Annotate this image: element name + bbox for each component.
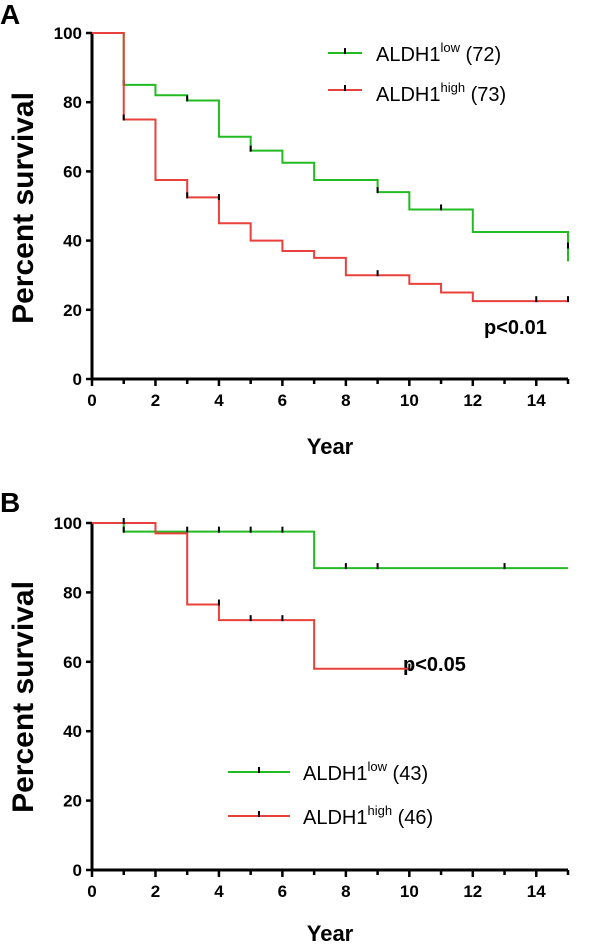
y-tick-label: 0	[73, 370, 82, 389]
legend-b: ALDH1low (43) ALDH1high (46)	[228, 759, 433, 829]
x-axis-title-b: Year	[307, 921, 354, 946]
y-tick-label: 40	[63, 722, 82, 741]
x-tick-label: 12	[463, 391, 482, 410]
y-axis-title-b: Percent survival	[7, 581, 40, 813]
x-tick-label: 6	[278, 391, 287, 410]
legend-label-low: ALDH1low (72)	[376, 40, 501, 66]
y-tick-label: 60	[63, 653, 82, 672]
y-tick-label: 40	[63, 232, 82, 251]
x-tick-label: 10	[400, 391, 419, 410]
axes-a: 0 20 40 60 80 100 0 2 4 6 8 10 12 14	[54, 24, 570, 410]
x-tick-label: 8	[341, 882, 350, 901]
x-tick-label: 2	[151, 882, 160, 901]
series-line-low	[92, 32, 569, 262]
legend-a: ALDH1low (72) ALDH1high (73)	[328, 40, 506, 106]
p-value-annotation-b: p<0.05	[403, 654, 466, 676]
series-line-low	[92, 522, 568, 570]
legend-label-low: ALDH1low (43)	[303, 759, 428, 785]
x-tick-label: 0	[87, 882, 96, 901]
y-tick-label: 20	[63, 792, 82, 811]
x-tick-label: 4	[214, 391, 224, 410]
y-tick-label: 60	[63, 162, 82, 181]
legend-label-high: ALDH1high (73)	[376, 80, 506, 106]
x-tick-label: 6	[278, 882, 287, 901]
panel-letter-a: A	[0, 0, 20, 30]
panel-letter-b: B	[0, 487, 20, 518]
plot-area-a	[92, 32, 569, 303]
panel-b: B Percent survival Year p<0.05 020406080…	[0, 487, 570, 946]
x-tick-label: 14	[527, 391, 546, 410]
x-tick-label: 8	[341, 391, 350, 410]
plot-area-b	[92, 518, 568, 670]
p-value-annotation-a: p<0.01	[484, 317, 547, 339]
x-tick-label: 12	[463, 882, 482, 901]
x-tick-label: 14	[527, 882, 546, 901]
y-tick-label: 0	[73, 861, 82, 880]
y-tick-label: 100	[54, 514, 82, 533]
y-tick-label: 20	[63, 301, 82, 320]
panel-a: A Percent survival Year p<0.01 020406080…	[0, 0, 570, 459]
series-line-high	[92, 32, 568, 303]
legend-label-high: ALDH1high (46)	[303, 803, 433, 829]
y-tick-label: 80	[63, 93, 82, 112]
y-axis-title-a: Percent survival	[7, 92, 40, 324]
series-line-high	[92, 522, 410, 670]
y-tick-label: 100	[54, 24, 82, 43]
axes-b: 0 20 40 60 80 100 0 2 4 6 8 10 12 14	[54, 514, 570, 901]
y-tick-label: 80	[63, 583, 82, 602]
x-tick-label: 0	[87, 391, 96, 410]
x-tick-label: 2	[151, 391, 160, 410]
x-tick-label: 4	[214, 882, 224, 901]
x-tick-label: 10	[400, 882, 419, 901]
x-axis-title-a: Year	[307, 434, 354, 459]
